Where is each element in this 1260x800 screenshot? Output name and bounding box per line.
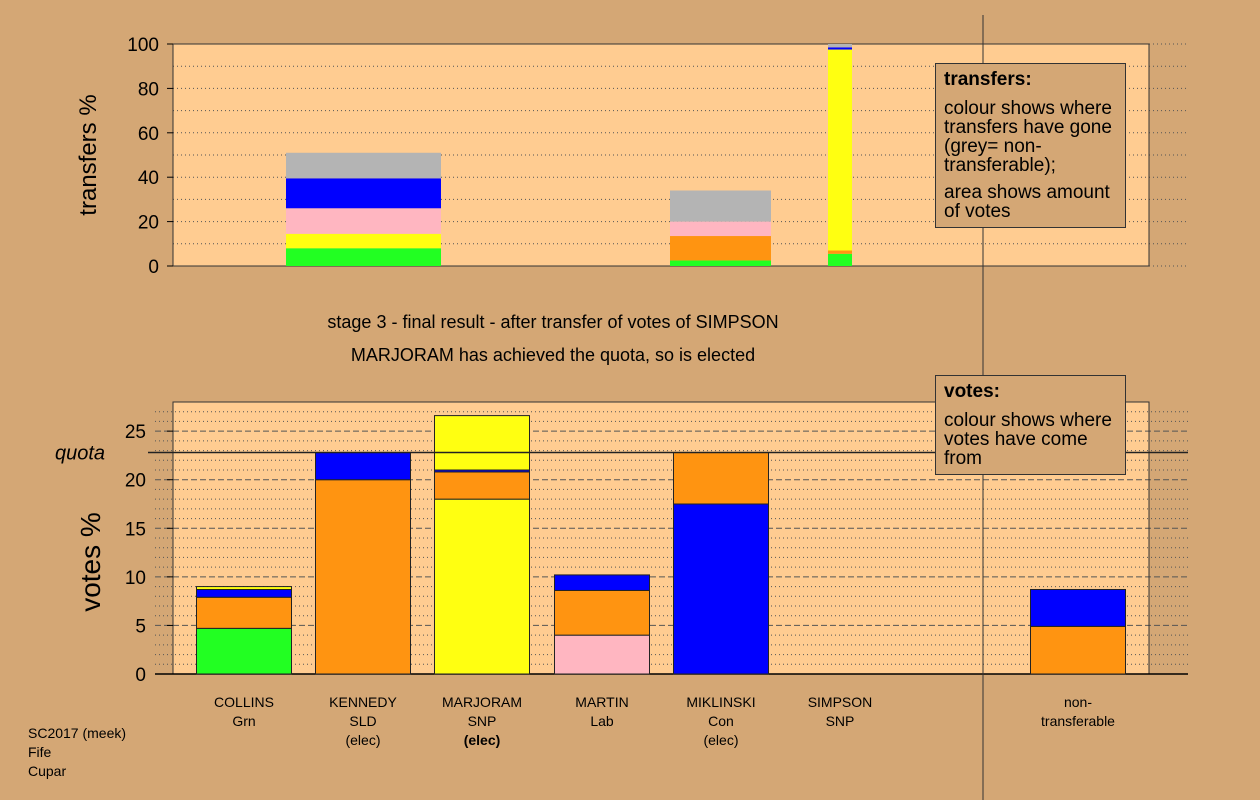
votes-legend-title: votes: bbox=[944, 381, 1000, 402]
transfer-bar-segment bbox=[670, 260, 771, 266]
votes-y-tick-label: 25 bbox=[125, 422, 146, 443]
transfer-bar-segment bbox=[828, 47, 852, 50]
election-footer: SC2017 (meek) Fife Cupar bbox=[28, 724, 126, 781]
candidate-label: non- bbox=[1064, 694, 1092, 710]
candidate-label: (elec) bbox=[464, 732, 501, 748]
footer-council: Fife bbox=[28, 744, 52, 760]
transfer-bar-segment bbox=[670, 190, 771, 222]
votes-y-tick-label: 10 bbox=[125, 568, 146, 589]
transfers-legend-area-text: area shows amount of votes bbox=[944, 182, 1110, 222]
votes-y-tick-label: 20 bbox=[125, 471, 146, 492]
vote-bar-segment bbox=[315, 479, 411, 675]
vote-bar-segment bbox=[315, 452, 411, 481]
candidate-label: SLD bbox=[349, 713, 376, 729]
transfer-bar-segment bbox=[286, 208, 441, 234]
transfer-bar-segment bbox=[828, 253, 852, 266]
vote-bar-segment bbox=[196, 627, 292, 675]
footer-ward: Cupar bbox=[28, 763, 67, 779]
transfers-y-tick-label: 40 bbox=[138, 168, 159, 189]
transfer-bar-segment bbox=[828, 44, 852, 48]
candidate-label: SIMPSON bbox=[808, 694, 873, 710]
candidate-label: (elec) bbox=[345, 732, 380, 748]
votes-y-tick-label: 5 bbox=[135, 616, 146, 637]
vote-bar-segment bbox=[554, 589, 650, 636]
vote-bar-segment bbox=[196, 586, 292, 590]
transfers-y-tick-label: 80 bbox=[138, 79, 159, 100]
votes-legend-colour-text: colour shows where votes have come from bbox=[944, 410, 1112, 469]
vote-bar-segment bbox=[434, 415, 530, 471]
votes-y-tick-label: 15 bbox=[125, 519, 146, 540]
candidate-label: SNP bbox=[826, 713, 855, 729]
votes-y-axis-label: votes % bbox=[75, 512, 106, 612]
candidate-label: (elec) bbox=[703, 732, 738, 748]
candidate-label: Lab bbox=[590, 713, 614, 729]
transfers-y-tick-label: 60 bbox=[138, 124, 159, 145]
candidate-label: COLLINS bbox=[214, 694, 274, 710]
transfer-bar-segment bbox=[828, 250, 852, 254]
transfers-y-tick-label: 100 bbox=[127, 35, 159, 56]
transfer-bar-segment bbox=[670, 221, 771, 237]
transfer-bar-segment bbox=[286, 233, 441, 249]
candidate-label: Con bbox=[708, 713, 734, 729]
vote-bar-segment bbox=[196, 588, 292, 598]
candidate-label: MARJORAM bbox=[442, 694, 522, 710]
votes-y-tick-label: 0 bbox=[135, 665, 146, 686]
vote-bar-segment bbox=[434, 471, 530, 500]
vote-bar-segment bbox=[673, 503, 769, 675]
candidate-label: MIKLINSKI bbox=[686, 694, 755, 710]
vote-bar-segment bbox=[1030, 588, 1126, 627]
vote-bar-segment bbox=[554, 574, 650, 591]
transfer-bar-segment bbox=[286, 248, 441, 266]
transfers-y-tick-label: 20 bbox=[138, 213, 159, 234]
candidate-label: MARTIN bbox=[575, 694, 628, 710]
transfers-y-tick-label: 0 bbox=[148, 257, 159, 278]
vote-bar-segment bbox=[554, 634, 650, 675]
vote-bar-segment bbox=[196, 596, 292, 629]
result-caption: MARJORAM has achieved the quota, so is e… bbox=[351, 345, 755, 365]
vote-bar-segment bbox=[1030, 625, 1126, 675]
transfers-legend-title: transfers: bbox=[944, 69, 1032, 90]
transfers-plot-frame bbox=[172, 43, 1150, 267]
transfer-bar-segment bbox=[828, 49, 852, 251]
candidate-label: KENNEDY bbox=[329, 694, 397, 710]
vote-bar-segment bbox=[434, 498, 530, 675]
candidate-label: Grn bbox=[232, 713, 255, 729]
transfer-bar-segment bbox=[670, 236, 771, 261]
transfers-y-axis-label: transfers % bbox=[75, 94, 102, 215]
candidate-label: transferable bbox=[1041, 713, 1115, 729]
votes-legend: votes: colour shows where votes have com… bbox=[935, 375, 1126, 475]
vote-bar-segment bbox=[673, 452, 769, 505]
stage-caption: stage 3 - final result - after transfer … bbox=[327, 312, 778, 332]
footer-election: SC2017 (meek) bbox=[28, 725, 127, 741]
transfers-legend: transfers: colour shows where transfers … bbox=[935, 63, 1126, 228]
transfers-legend-colour-text: colour shows where transfers have gone (… bbox=[944, 98, 1112, 176]
quota-label: quota bbox=[55, 443, 105, 465]
candidate-label: SNP bbox=[468, 713, 497, 729]
transfer-bar-segment bbox=[286, 178, 441, 209]
transfer-bar-segment bbox=[286, 152, 441, 179]
